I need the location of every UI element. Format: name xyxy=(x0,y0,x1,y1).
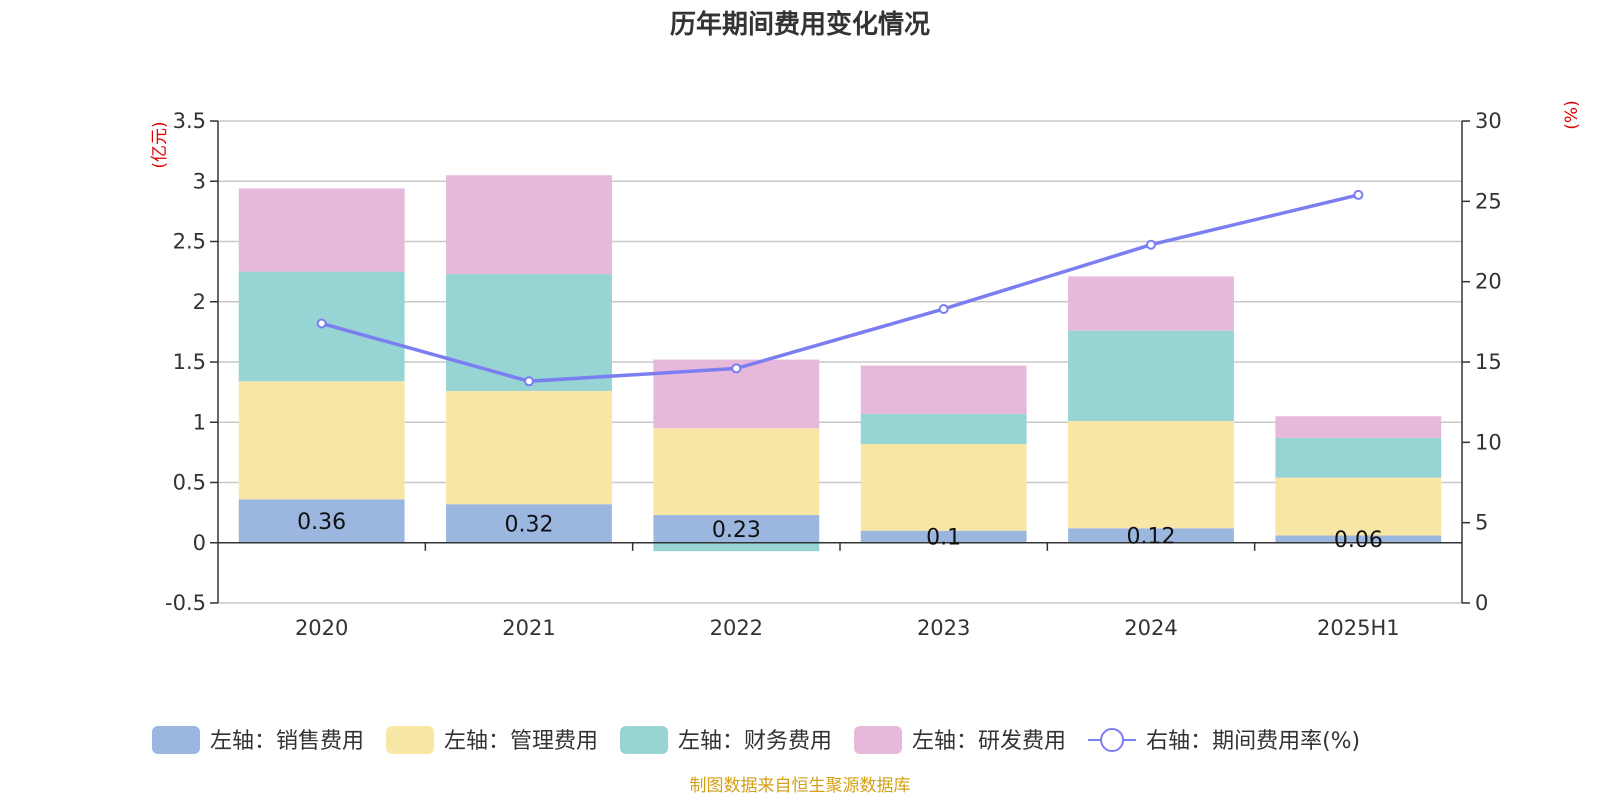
x-axis-tick-label: 2023 xyxy=(917,616,970,640)
left-axis-tick-label: 1 xyxy=(193,410,206,434)
x-axis-tick-label: 2021 xyxy=(502,616,555,640)
right-axis-tick-label: 5 xyxy=(1475,511,1488,535)
left-axis-tick-label: 2 xyxy=(193,290,206,314)
data-label: 0.1 xyxy=(926,526,961,551)
legend-swatch[interactable] xyxy=(620,726,669,754)
line-point xyxy=(524,376,534,387)
line-series xyxy=(316,189,1364,387)
legend-label[interactable]: 左轴：销售费用 xyxy=(210,729,364,754)
bar-segment xyxy=(1275,437,1442,478)
bar-segment xyxy=(238,381,405,500)
bar-segment xyxy=(446,390,612,505)
left-axis-tick-label: 3.5 xyxy=(173,109,206,133)
legend-label[interactable]: 左轴：财务费用 xyxy=(678,729,832,754)
line-point xyxy=(1353,189,1364,200)
legend-label[interactable]: 左轴：管理费用 xyxy=(444,729,598,754)
data-label: 0.32 xyxy=(505,512,554,537)
right-axis-tick-label: 15 xyxy=(1475,350,1502,374)
bar-segment xyxy=(1275,477,1442,536)
left-axis-tick-label: 2.5 xyxy=(173,230,206,254)
bar-segment xyxy=(860,443,1027,531)
bar-segment xyxy=(860,413,1027,444)
data-labels: 0.36 0.32 0.23 0.1 0.12 0.06 xyxy=(297,510,1383,553)
data-label: 0.23 xyxy=(712,518,761,543)
legend-swatch[interactable] xyxy=(854,726,903,754)
chart-title: 历年期间费用变化情况 xyxy=(670,9,930,40)
bar-segment xyxy=(446,274,612,391)
bar-segment xyxy=(446,175,612,275)
line-path xyxy=(321,193,1359,384)
right-axis-unit: (%) xyxy=(1562,100,1582,129)
bar-segment xyxy=(1275,535,1442,543)
line-point xyxy=(1146,239,1156,250)
legend[interactable]: 左轴：销售费用 左轴：管理费用 左轴：财务费用 左轴：研发费用 右轴：期间费用率(%) xyxy=(152,726,1360,754)
left-axis-tick-label: 3 xyxy=(193,169,206,193)
line-point xyxy=(938,303,949,314)
right-axis-tick-label: 30 xyxy=(1475,109,1502,133)
source-note: 制图数据来自恒生聚源数据库 xyxy=(690,776,911,796)
left-axis-tick-label: 0.5 xyxy=(173,471,206,495)
bar-segment xyxy=(653,542,820,552)
right-axis-tick-label: 10 xyxy=(1475,430,1502,454)
bar-segment xyxy=(653,515,820,543)
bar-segment xyxy=(238,188,405,272)
x-axis-tick-label: 2025H1 xyxy=(1317,616,1400,640)
bar-segment xyxy=(653,428,820,516)
data-label: 0.12 xyxy=(1127,525,1176,550)
bar-segment xyxy=(1068,330,1234,422)
bar-segment xyxy=(446,504,612,543)
line-point xyxy=(316,318,327,329)
x-axis-tick-label: 2020 xyxy=(295,616,348,640)
x-axis-tick-label: 2024 xyxy=(1124,616,1177,640)
bar-segment xyxy=(238,499,405,543)
left-axis-tick-label: 0 xyxy=(193,531,206,555)
legend-swatch[interactable] xyxy=(152,726,200,754)
bar-segment xyxy=(1068,421,1234,529)
right-axis-tick-label: 20 xyxy=(1475,270,1502,294)
left-axis-unit: (亿元) xyxy=(150,121,170,168)
x-axis-tick-label: 2022 xyxy=(710,616,763,640)
bar-series xyxy=(238,175,1442,552)
legend-label[interactable]: 左轴：研发费用 xyxy=(912,729,1066,754)
legend-swatch[interactable] xyxy=(386,726,435,754)
left-axis-tick-label: 1.5 xyxy=(173,350,206,374)
line-point xyxy=(731,363,742,374)
right-axis-tick-label: 25 xyxy=(1475,189,1502,213)
bar-segment xyxy=(860,530,1027,543)
left-axis-tick-label: -0.5 xyxy=(165,591,206,615)
legend-marker[interactable] xyxy=(1100,728,1125,752)
bar-segment xyxy=(1068,276,1234,331)
bar-segment xyxy=(1275,416,1442,438)
data-label: 0.36 xyxy=(297,510,346,535)
bar-segment xyxy=(860,365,1027,414)
data-label: 0.06 xyxy=(1334,528,1383,553)
legend-label[interactable]: 右轴：期间费用率(%) xyxy=(1146,729,1360,754)
right-axis-tick-label: 0 xyxy=(1475,591,1488,615)
bar-segment xyxy=(1068,528,1234,543)
axes: -0.5 0 0.5 1 1.5 2 2.5 3 3.5 0 5 10 15 20 25 30 2020 2021… xyxy=(150,100,1582,640)
